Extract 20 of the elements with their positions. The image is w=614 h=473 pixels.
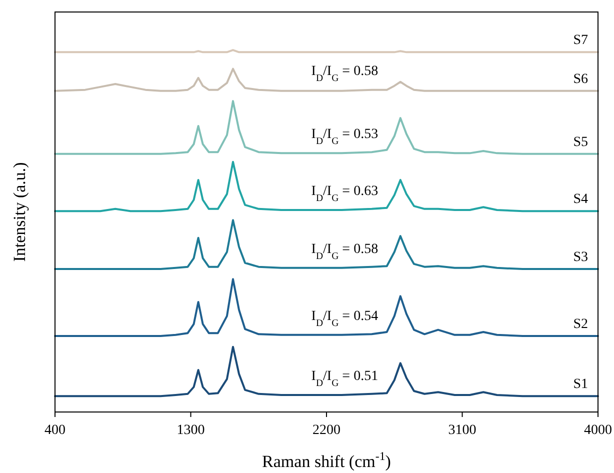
y-axis-title: Intensity (a.u.) (10, 162, 29, 262)
annotation: I$_{D}$/I$_{G}$ = 0.54 (311, 308, 378, 328)
series-label: S3 (573, 250, 588, 266)
series-label: S6 (573, 72, 588, 87)
x-tick-label: 400 (44, 423, 66, 438)
annotation: I$_{D}$/I$_{G}$ = 0.58 (311, 242, 378, 262)
annotation: I$_{D}$/I$_{G}$ = 0.58 (311, 64, 378, 84)
annotation: I$_{D}$/I$_{G}$ = 0.51 (311, 369, 378, 389)
x-tick-label: 1300 (176, 423, 205, 438)
x-axis-title: Raman shift (cm$^{-1}$) (262, 449, 391, 471)
x-tick-label: 2200 (312, 423, 340, 438)
annotation: I$_{D}$/I$_{G}$ = 0.63 (311, 184, 378, 204)
x-tick-label: 3100 (448, 423, 476, 438)
series-label: S4 (573, 192, 588, 208)
annotation: I$_{D}$/I$_{G}$ = 0.53 (311, 126, 378, 146)
x-tick-label: 4000 (584, 423, 612, 438)
series-label: S2 (573, 316, 588, 332)
series-label: S7 (573, 33, 588, 48)
series-label: S5 (573, 134, 588, 150)
series-label: S1 (573, 377, 588, 392)
